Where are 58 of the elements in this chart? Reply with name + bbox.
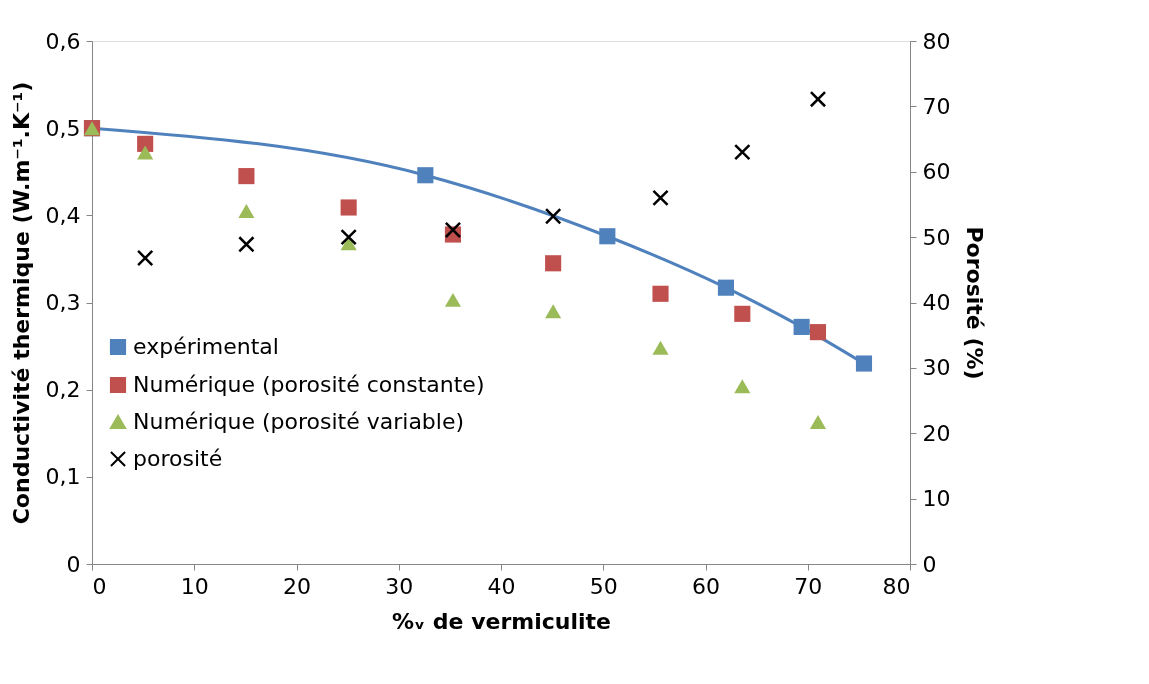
y2-tick-label: 80 xyxy=(922,28,951,54)
legend-label: Numérique (porosité variable) xyxy=(133,409,465,434)
point xyxy=(417,167,434,184)
point xyxy=(652,285,669,302)
y2-tick-label: 30 xyxy=(922,355,951,381)
y-tick-label: 0,1 xyxy=(45,464,81,490)
x-tick-label: 80 xyxy=(882,573,911,599)
y2-tick-label: 40 xyxy=(922,290,951,315)
x-tick-label: 40 xyxy=(487,573,516,599)
point xyxy=(652,189,669,207)
y-axis-title: Conductivité thermique (W.m⁻¹.K⁻¹) xyxy=(8,81,34,525)
y2-tick-label: 10 xyxy=(922,486,951,512)
y-tick-label: 0,3 xyxy=(45,290,81,315)
x-tick-label: 60 xyxy=(692,573,720,599)
point xyxy=(599,228,616,245)
point xyxy=(734,379,751,394)
point xyxy=(340,199,357,216)
point xyxy=(544,207,562,225)
point xyxy=(136,249,154,267)
y2-tick-label: 70 xyxy=(922,93,951,119)
x-axis-title: %ᵥ de vermiculite xyxy=(392,608,611,634)
point xyxy=(809,90,827,108)
point xyxy=(652,340,669,355)
x-tick-label: 70 xyxy=(794,573,823,599)
point xyxy=(809,414,827,429)
y-tick-label: 0,5 xyxy=(45,115,81,141)
point xyxy=(238,203,255,218)
point xyxy=(137,145,154,160)
point xyxy=(444,221,462,239)
legend-label: Numérique (porosité constante) xyxy=(133,372,485,397)
x-tick-label: 0 xyxy=(92,573,107,599)
point xyxy=(545,255,562,272)
point xyxy=(444,292,461,307)
x-tick-label: 10 xyxy=(180,573,209,599)
legend-label: porosité xyxy=(133,446,223,471)
y-tick-label: 0,6 xyxy=(45,28,81,54)
legend-label: expérimental xyxy=(133,334,279,359)
y-tick-label: 0,4 xyxy=(45,202,81,228)
y2-tick-label: 60 xyxy=(922,159,951,185)
y2-axis-title: Porosité (%) xyxy=(962,226,988,380)
y2-tick-label: 0 xyxy=(922,551,937,577)
point xyxy=(734,305,751,322)
y2-tick-label: 50 xyxy=(922,224,951,250)
point xyxy=(238,236,255,253)
point xyxy=(340,228,357,246)
point xyxy=(809,324,827,341)
y-tick-label: 0,2 xyxy=(45,377,81,403)
x-tick-label: 20 xyxy=(283,573,311,599)
y2-tick-label: 20 xyxy=(922,420,951,446)
x-tick-label: 30 xyxy=(385,573,414,599)
point xyxy=(717,279,735,296)
x-tick-label: 50 xyxy=(589,573,618,599)
point xyxy=(545,304,562,319)
point xyxy=(238,168,255,185)
point xyxy=(855,355,873,372)
point xyxy=(793,318,810,335)
y-tick-label: 0 xyxy=(66,551,81,577)
point xyxy=(733,143,751,161)
